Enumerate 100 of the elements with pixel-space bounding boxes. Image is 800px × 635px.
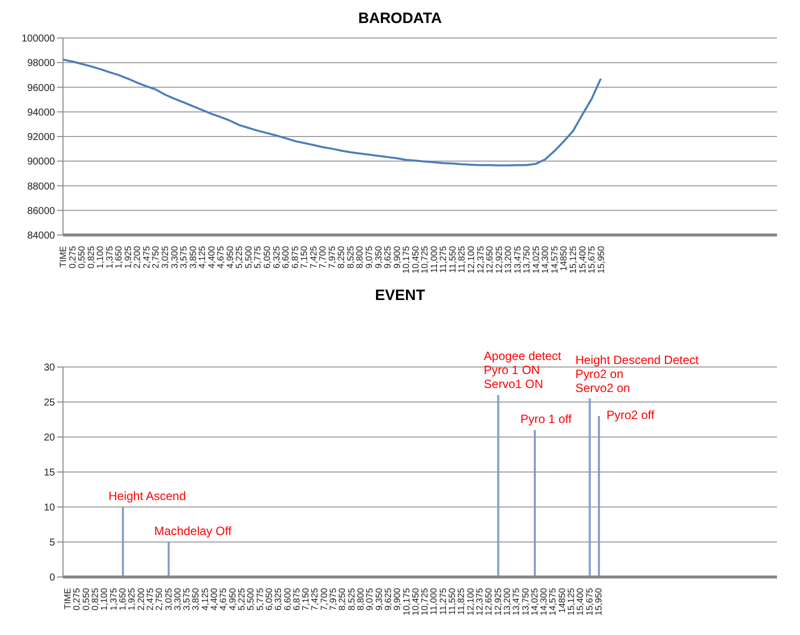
x-tick-label: 3,575 bbox=[178, 246, 189, 269]
x-tick-label: 6,600 bbox=[280, 246, 291, 269]
x-tick-label: 4,400 bbox=[206, 246, 216, 269]
x-tick-label: 12,650 bbox=[484, 588, 494, 616]
x-tick-label: 3,025 bbox=[160, 246, 170, 269]
x-tick-label: 15,950 bbox=[596, 246, 606, 274]
x-tick-label: 6,875 bbox=[291, 588, 302, 611]
y-tick-label: 30 bbox=[44, 362, 56, 374]
x-tick-label: 1,925 bbox=[122, 246, 133, 269]
x-tick-label: 3,300 bbox=[172, 588, 182, 611]
x-tick-label: 7,425 bbox=[308, 246, 318, 269]
x-tick-label: 9,075 bbox=[364, 246, 374, 269]
x-tick-label: 4,675 bbox=[216, 246, 226, 269]
x-tick-label: 12,375 bbox=[474, 588, 484, 616]
y-tick-label: 10 bbox=[44, 502, 56, 514]
bar bbox=[534, 430, 536, 577]
bar bbox=[122, 507, 124, 577]
y-tick-label: 5 bbox=[49, 538, 56, 549]
x-tick-label: 3,575 bbox=[182, 588, 192, 611]
x-tick-label: 13,200 bbox=[503, 246, 514, 274]
line-series bbox=[62, 58, 602, 166]
x-tick-label: 1,925 bbox=[126, 588, 137, 611]
y-tick-label: 88000 bbox=[27, 181, 56, 192]
x-tick-label: 2,750 bbox=[150, 246, 161, 269]
x-tick-label: 4,950 bbox=[227, 588, 238, 611]
x-tick-label: 11,825 bbox=[456, 588, 466, 615]
x-tick-label: 5,500 bbox=[243, 246, 254, 269]
y-tick-label: 20 bbox=[44, 432, 56, 444]
annotation: Pyro 1 off bbox=[520, 412, 572, 426]
x-tick-label: 8,800 bbox=[354, 246, 365, 269]
y-tick-label: 90000 bbox=[27, 156, 56, 168]
x-tick-label: 15,950 bbox=[594, 588, 604, 616]
x-tick-label: 12,100 bbox=[466, 246, 476, 274]
x-tick-label: 9,900 bbox=[392, 588, 402, 611]
x-tick-label: 9,900 bbox=[392, 246, 402, 269]
y-tick-label: 84000 bbox=[27, 230, 56, 242]
chart-title: BARODATA bbox=[357, 9, 443, 29]
x-tick-label: 13,750 bbox=[520, 588, 530, 616]
x-tick-label: 0,825 bbox=[86, 246, 96, 269]
y-tick-label: 92000 bbox=[27, 132, 56, 144]
x-tick-label: 4,125 bbox=[200, 588, 210, 611]
x-tick-label: 6,325 bbox=[271, 246, 282, 269]
x-tick-label: 7,700 bbox=[318, 246, 328, 269]
x-tick-label: 14,025 bbox=[530, 246, 541, 274]
x-tick-label: 4,400 bbox=[209, 588, 220, 611]
x-tick-label: 12,925 bbox=[494, 246, 504, 274]
x-tick-label: 0,825 bbox=[90, 588, 100, 611]
x-tick-label: 15,400 bbox=[575, 588, 586, 616]
x-tick-label: 7,150 bbox=[299, 246, 310, 269]
x-tick-label: 5,775 bbox=[252, 246, 263, 269]
x-tick-label: 6,050 bbox=[264, 588, 274, 611]
x-tick-label: 11,000 bbox=[428, 588, 439, 615]
bar bbox=[168, 542, 170, 577]
x-tick-label: 8,525 bbox=[345, 246, 356, 269]
x-tick-label: 13,475 bbox=[512, 246, 522, 274]
x-tick-label: 10,450 bbox=[410, 246, 420, 274]
x-tick-label: 13,475 bbox=[511, 588, 522, 616]
x-tick-label: 7,700 bbox=[318, 588, 329, 611]
x-tick-label: 6,325 bbox=[273, 588, 284, 611]
x-tick-label: 3,025 bbox=[163, 588, 174, 611]
x-tick-label: 9,625 bbox=[382, 246, 393, 269]
y-tick-label: 0 bbox=[49, 572, 56, 584]
x-tick-label: 10,175 bbox=[401, 588, 412, 616]
bar bbox=[497, 395, 500, 577]
x-tick-label: 5,500 bbox=[246, 588, 256, 611]
x-tick-label: 4,950 bbox=[224, 246, 235, 269]
x-tick-label: 11,550 bbox=[447, 246, 458, 273]
x-tick-label: 1,375 bbox=[104, 246, 114, 269]
x-tick-label: 12,375 bbox=[475, 246, 486, 274]
y-tick-label: 100000 bbox=[22, 34, 56, 45]
x-tick-label: 2,475 bbox=[144, 588, 155, 611]
bar bbox=[588, 398, 591, 577]
x-tick-label: 8,250 bbox=[337, 588, 348, 611]
x-tick-label: 5,775 bbox=[254, 588, 265, 611]
x-tick-label: 6,050 bbox=[262, 246, 272, 269]
x-tick-label: 15,125 bbox=[566, 588, 576, 616]
annotation: Apogee detect Pyro 1 ON Servo1 ON bbox=[484, 349, 562, 391]
x-tick-label: 0,275 bbox=[72, 588, 82, 611]
x-tick-label: 10,450 bbox=[410, 588, 420, 616]
x-tick-label: 6,875 bbox=[290, 246, 300, 269]
y-tick-label: 94000 bbox=[27, 107, 56, 118]
x-tick-label: 0,550 bbox=[80, 588, 91, 611]
x-tick-label: 5,225 bbox=[236, 588, 246, 611]
x-tick-label: TIME bbox=[58, 246, 68, 268]
y-tick-label: 98000 bbox=[27, 58, 56, 70]
x-tick-label: 7,975 bbox=[326, 246, 337, 269]
x-tick-label: 14850 bbox=[556, 588, 567, 614]
x-tick-label: TIME bbox=[62, 588, 73, 610]
x-tick-label: 12,100 bbox=[465, 588, 476, 616]
x-tick-label: 10,725 bbox=[420, 246, 430, 274]
x-tick-label: 1,650 bbox=[118, 588, 128, 611]
x-tick-label: 2,200 bbox=[132, 246, 142, 269]
y-tick-label: 86000 bbox=[27, 206, 56, 217]
annotation: Pyro2 off bbox=[606, 408, 654, 422]
x-tick-label: 3,300 bbox=[169, 246, 180, 269]
x-tick-label: 2,750 bbox=[154, 588, 164, 611]
x-tick-label: 12,650 bbox=[484, 246, 495, 274]
y-tick-label: 96000 bbox=[27, 82, 56, 94]
x-tick-label: 2,475 bbox=[141, 246, 152, 269]
annotation: Height Descend Detect Pyro2 on Servo2 on bbox=[575, 352, 699, 394]
